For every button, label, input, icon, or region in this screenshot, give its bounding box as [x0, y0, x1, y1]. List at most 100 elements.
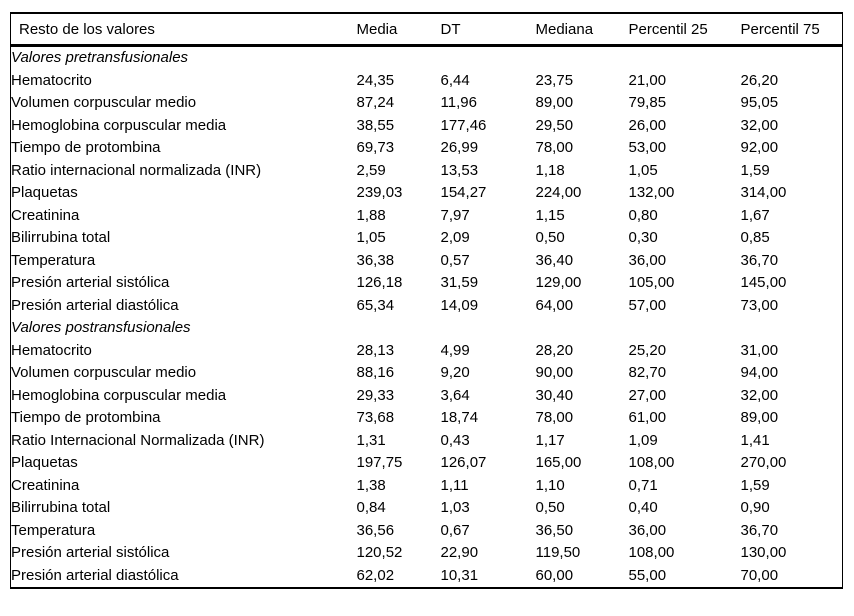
cell-value: 105,00 — [628, 274, 675, 291]
cell-value: 32,00 — [740, 116, 779, 134]
cell-value: 126,18 — [356, 274, 403, 291]
cell-value: 13,53 — [440, 161, 479, 179]
cell-value: 0,80 — [628, 206, 658, 224]
table-row: Ratio internacional normalizada (INR) 2,5… — [11, 160, 843, 183]
cell-value: 29,33 — [356, 386, 395, 404]
cell-value: 314,00 — [740, 184, 787, 201]
cell-value: 129,00 — [535, 274, 582, 291]
cell-value: 1,59 — [740, 476, 770, 494]
cell-value: 224,00 — [535, 184, 582, 201]
row-label: Tiempo de protombina — [11, 409, 161, 426]
table-row: Tiempo de protombina 73,68 18,74 78,00 61,00… — [11, 407, 843, 430]
row-label: Hematocrito — [11, 341, 92, 359]
cell-value: 95,05 — [740, 94, 779, 111]
cell-value: 0,50 — [535, 499, 565, 516]
cell-value: 89,00 — [740, 409, 779, 426]
table-row: Bilirrubina total 1,05 2,09 0,50 0,30 0,85 — [11, 227, 843, 250]
cell-value: 0,85 — [740, 229, 770, 246]
cell-value: 28,13 — [356, 341, 395, 359]
cell-value: 30,40 — [535, 386, 574, 404]
cell-value: 87,24 — [356, 94, 395, 111]
cell-value: 26,99 — [440, 139, 479, 156]
cell-value: 1,11 — [440, 476, 469, 494]
cell-value: 3,64 — [440, 386, 470, 404]
cell-value: 29,50 — [535, 116, 574, 134]
cell-value: 126,07 — [440, 454, 487, 471]
cell-value: 62,02 — [356, 566, 395, 584]
cell-value: 132,00 — [628, 184, 675, 201]
cell-value: 26,00 — [628, 116, 667, 134]
cell-value: 120,52 — [356, 544, 403, 561]
cell-value: 7,97 — [440, 206, 470, 224]
cell-value: 1,31 — [356, 431, 386, 449]
cell-value: 36,38 — [356, 251, 395, 269]
row-label: Temperatura — [11, 251, 96, 269]
cell-value: 2,09 — [440, 229, 470, 246]
cell-value: 1,09 — [628, 431, 658, 449]
cell-value: 0,50 — [535, 229, 565, 246]
table-row: Temperatura 36,38 0,57 36,40 36,00 36,70 — [11, 250, 843, 273]
column-header-percentil-75: Percentil 75 — [740, 13, 843, 47]
cell-value: 73,00 — [740, 296, 779, 314]
cell-value: 1,05 — [628, 161, 658, 179]
cell-value: 0,43 — [440, 431, 470, 449]
cell-value: 25,20 — [628, 341, 667, 359]
row-label: Plaquetas — [11, 454, 78, 471]
column-header-dt: DT — [440, 13, 536, 47]
cell-value: 27,00 — [628, 386, 667, 404]
column-header-percentil-25: Percentil 25 — [628, 13, 741, 47]
cell-value: 64,00 — [535, 296, 574, 314]
cell-value: 0,71 — [628, 476, 658, 494]
cell-value: 73,68 — [356, 409, 395, 426]
column-header-media: Media — [356, 13, 441, 47]
cell-value: 82,70 — [628, 364, 667, 381]
cell-value: 21,00 — [628, 71, 667, 89]
cell-value: 18,74 — [440, 409, 479, 426]
table-row: Bilirrubina total 0,84 1,03 0,50 0,40 0,90 — [11, 497, 843, 520]
cell-value: 145,00 — [740, 274, 787, 291]
statistics-table-container: Resto de los valores Media DT Mediana Pe… — [10, 12, 843, 589]
cell-value: 70,00 — [740, 566, 779, 584]
cell-value: 36,00 — [628, 251, 667, 269]
cell-value: 165,00 — [535, 454, 582, 471]
table-row: Creatinina 1,88 7,97 1,15 0,80 1,67 — [11, 205, 843, 228]
cell-value: 239,03 — [356, 184, 403, 201]
values-table: Resto de los valores Media DT Mediana Pe… — [10, 12, 843, 589]
row-label: Ratio Internacional Normalizada (INR) — [11, 431, 265, 449]
cell-value: 6,44 — [440, 71, 470, 89]
cell-value: 14,09 — [440, 296, 479, 314]
cell-value: 1,10 — [535, 476, 565, 494]
cell-value: 1,38 — [356, 476, 386, 494]
row-label: Ratio internacional normalizada (INR) — [11, 161, 262, 179]
row-label: Bilirrubina total — [11, 229, 111, 246]
table-row: Volumen corpuscular medio 88,16 9,20 90,00 8… — [11, 362, 843, 385]
row-label: Tiempo de protombina — [11, 139, 161, 156]
cell-value: 1,15 — [535, 206, 565, 224]
cell-value: 32,00 — [740, 386, 779, 404]
table-row: Creatinina 1,38 1,11 1,10 0,71 1,59 — [11, 475, 843, 498]
cell-value: 78,00 — [535, 139, 574, 156]
row-label: Bilirrubina total — [11, 499, 111, 516]
cell-value: 31,59 — [440, 274, 479, 291]
table-row: Hematocrito 24,35 6,44 23,75 21,00 26,20 — [11, 70, 843, 93]
cell-value: 0,40 — [628, 499, 658, 516]
cell-value: 65,34 — [356, 296, 395, 314]
row-label: Presión arterial sistólica — [11, 544, 170, 561]
cell-value: 130,00 — [740, 544, 787, 561]
row-label: Temperatura — [11, 521, 96, 539]
column-header-label: Resto de los valores — [10, 13, 357, 47]
cell-value: 9,20 — [440, 364, 470, 381]
table-row: Presión arterial sistólica 126,18 31,59 129… — [11, 272, 843, 295]
cell-value: 0,84 — [356, 499, 386, 516]
section-title: Valores postransfusionales — [11, 319, 191, 336]
cell-value: 1,18 — [535, 161, 565, 179]
cell-value: 31,00 — [740, 341, 779, 359]
table-row: Ratio Internacional Normalizada (INR) 1,3… — [11, 430, 843, 453]
cell-value: 69,73 — [356, 139, 395, 156]
cell-value: 94,00 — [740, 364, 779, 381]
cell-value: 1,17 — [535, 431, 565, 449]
section-title: Valores pretransfusionales — [11, 49, 189, 66]
cell-value: 26,20 — [740, 71, 779, 89]
cell-value: 119,50 — [535, 544, 581, 561]
row-label: Creatinina — [11, 476, 80, 494]
